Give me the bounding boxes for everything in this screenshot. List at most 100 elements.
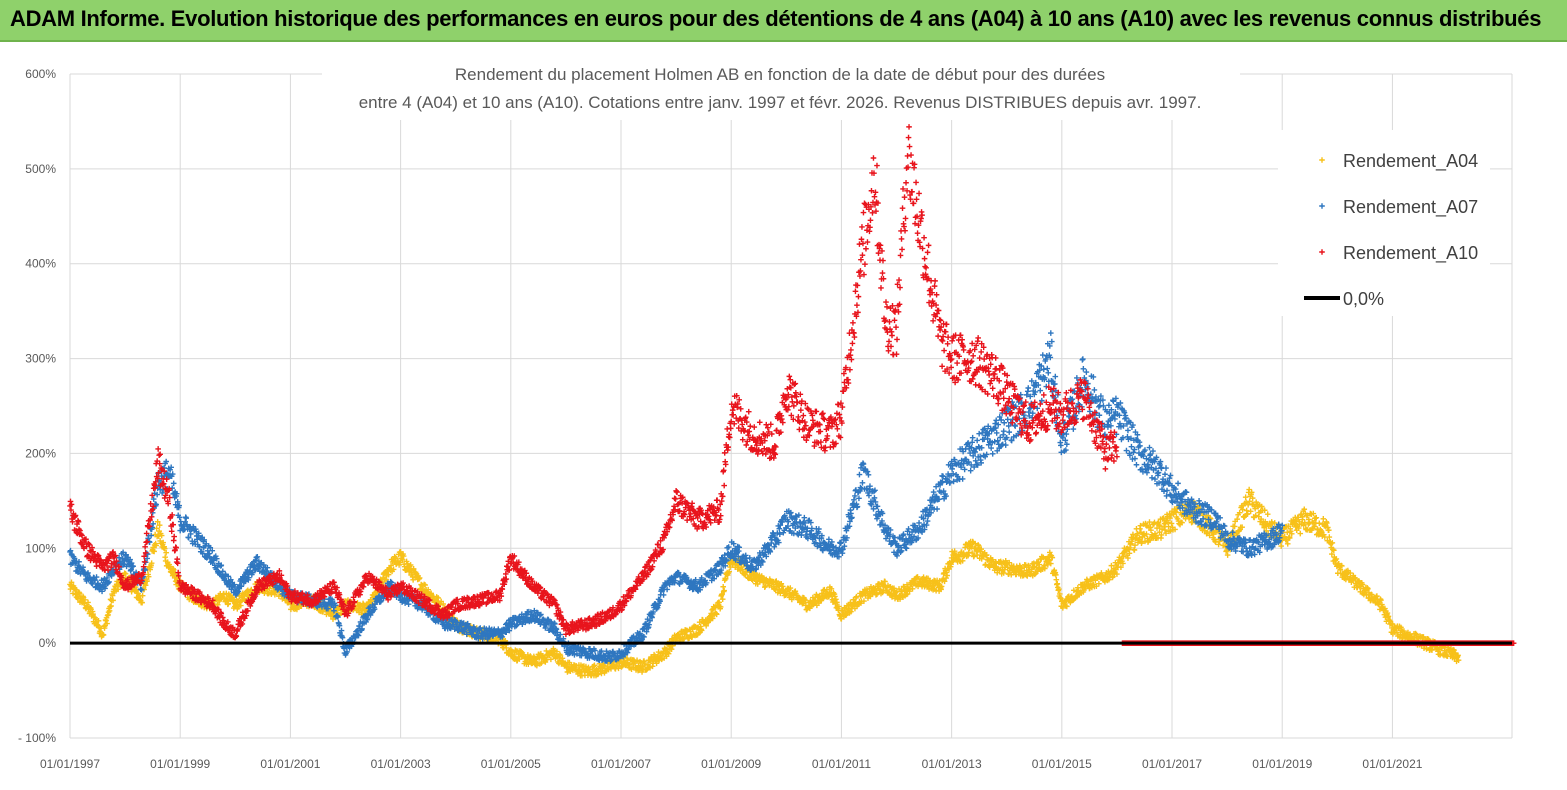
data-point xyxy=(1004,416,1011,423)
data-point xyxy=(856,471,863,478)
data-point xyxy=(153,525,160,532)
data-point xyxy=(538,660,545,666)
data-point xyxy=(425,586,431,593)
data-point xyxy=(969,434,976,441)
data-point xyxy=(713,611,720,618)
data-point xyxy=(1037,387,1044,394)
data-point xyxy=(1012,423,1019,429)
data-point xyxy=(1044,365,1051,372)
data-point xyxy=(148,560,155,566)
x-tick-label: 01/01/2005 xyxy=(481,757,541,771)
data-point xyxy=(634,657,640,664)
data-point xyxy=(1045,369,1052,376)
x-axis-ticks: 01/01/1997 01/01/1999 01/01/2001 01/01/2003… xyxy=(40,757,1423,771)
header-banner: ADAM Informe. Evolution historique des p… xyxy=(0,0,1567,42)
data-point xyxy=(1125,427,1131,434)
data-point xyxy=(974,437,980,444)
data-point xyxy=(717,604,724,610)
data-point xyxy=(435,595,441,601)
data-point xyxy=(967,467,974,474)
data-point xyxy=(390,566,397,573)
data-point xyxy=(709,615,716,622)
data-point xyxy=(76,590,83,597)
data-point xyxy=(1058,442,1064,449)
data-point xyxy=(82,597,88,603)
data-point xyxy=(615,665,622,672)
data-point xyxy=(900,531,907,538)
data-point xyxy=(145,573,152,580)
data-point xyxy=(859,479,866,486)
data-point xyxy=(1133,461,1140,468)
data-point xyxy=(161,545,168,552)
data-point xyxy=(238,602,244,609)
x-tick-label: 01/01/2001 xyxy=(260,757,320,771)
data-point xyxy=(1264,511,1271,518)
data-point xyxy=(698,627,705,634)
data-point xyxy=(407,562,414,568)
y-axis-ticks: - 100%0%100%200%300%400%500%600% xyxy=(18,67,56,745)
data-point xyxy=(85,599,91,606)
x-tick-label: 01/01/1997 xyxy=(40,757,100,771)
data-point xyxy=(1002,442,1009,448)
data-point xyxy=(1168,520,1175,527)
data-point xyxy=(1053,576,1060,583)
y-tick-label: 200% xyxy=(25,446,56,460)
y-tick-label: 0% xyxy=(39,636,57,650)
data-point xyxy=(1083,369,1090,375)
data-point xyxy=(1000,428,1007,435)
data-point xyxy=(653,660,660,667)
data-point xyxy=(153,542,159,549)
y-tick-label: 500% xyxy=(25,162,56,176)
chart-grid xyxy=(69,73,1513,739)
x-tick-label: 01/01/2007 xyxy=(591,757,651,771)
data-point xyxy=(801,514,808,521)
y-tick-label: 600% xyxy=(25,67,56,81)
data-point xyxy=(144,578,150,584)
x-tick-label: 01/01/2011 xyxy=(812,757,871,771)
data-point xyxy=(934,506,940,512)
x-tick-label: 01/01/2019 xyxy=(1252,757,1312,771)
x-tick-label: 01/01/2015 xyxy=(1032,757,1092,771)
data-point xyxy=(151,548,157,555)
data-point xyxy=(396,562,402,568)
data-point xyxy=(158,532,165,539)
data-point xyxy=(392,555,399,561)
data-point xyxy=(115,586,121,593)
data-point xyxy=(139,592,146,599)
banner-title: ADAM Informe. Evolution historique des p… xyxy=(10,6,1542,31)
x-tick-label: 01/01/2013 xyxy=(922,757,982,771)
data-point xyxy=(110,597,116,604)
data-point xyxy=(170,566,177,573)
data-point xyxy=(104,620,110,627)
data-point xyxy=(156,522,163,529)
data-point xyxy=(1091,387,1098,393)
data-point xyxy=(163,549,169,556)
data-point xyxy=(1123,447,1130,454)
data-point xyxy=(400,553,407,559)
x-tick-label: 01/01/2003 xyxy=(371,757,431,771)
data-point xyxy=(719,596,726,602)
data-point xyxy=(1048,330,1054,336)
data-point xyxy=(989,451,996,457)
data-point xyxy=(1070,426,1077,432)
data-point xyxy=(1128,443,1135,450)
data-point xyxy=(590,663,597,670)
data-point xyxy=(591,662,598,669)
x-tick-label: 01/01/2017 xyxy=(1142,757,1202,771)
data-point xyxy=(720,583,726,590)
data-point xyxy=(95,618,102,624)
data-point xyxy=(160,539,166,546)
chart-area: - 100%0%100%200%300%400%500%600% 01/01/1… xyxy=(18,56,1517,771)
data-point xyxy=(1006,429,1013,435)
x-tick-label: 01/01/2021 xyxy=(1362,757,1422,771)
data-point xyxy=(1320,516,1327,522)
data-point xyxy=(1130,449,1137,456)
data-point xyxy=(554,648,560,655)
data-point xyxy=(1149,474,1155,481)
data-point xyxy=(1316,520,1323,527)
data-point xyxy=(154,518,161,525)
data-point xyxy=(668,646,675,652)
y-tick-label: 400% xyxy=(25,257,56,271)
x-tick-label: 01/01/1999 xyxy=(150,757,210,771)
data-point xyxy=(139,599,145,606)
